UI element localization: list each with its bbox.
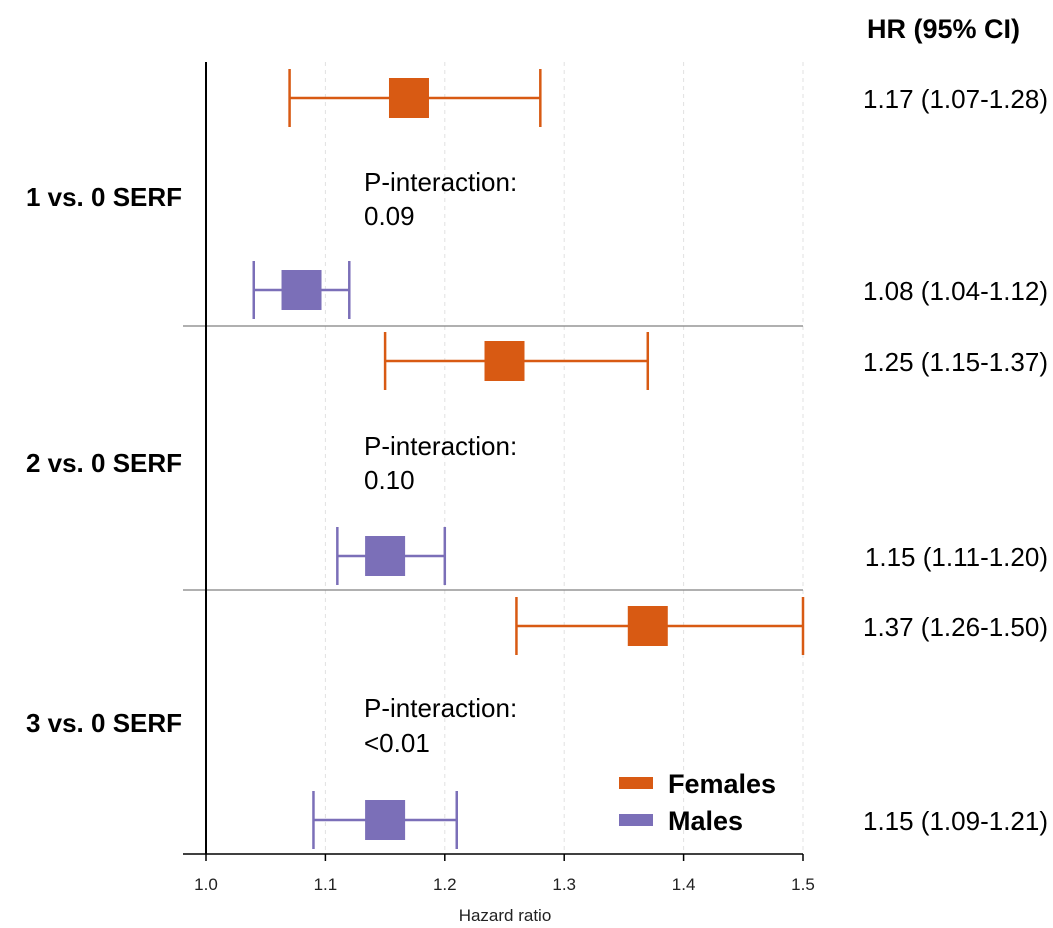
legend-swatch [619, 777, 653, 789]
point-estimate [281, 270, 322, 310]
hr-column-header: HR (95% CI) [867, 14, 1020, 44]
point-estimate [627, 606, 668, 646]
p-interaction-label: P-interaction: [364, 693, 517, 723]
legend-label: Males [668, 806, 743, 836]
point-estimate [484, 341, 525, 381]
p-interaction-value: <0.01 [364, 728, 430, 758]
x-tick-label: 1.1 [314, 875, 338, 894]
plot-marks [252, 69, 805, 849]
x-tick-label: 1.5 [791, 875, 815, 894]
x-axis: 1.0 1.1 1.2 1.3 1.4 1.5 [183, 62, 815, 894]
p-interaction-value: 0.09 [364, 201, 415, 231]
x-axis-label: Hazard ratio [459, 906, 552, 925]
hr-value-text: 1.15 (1.11-1.20) [865, 542, 1048, 572]
point-estimate [365, 536, 406, 576]
group-label: 1 vs. 0 SERF [26, 182, 182, 212]
x-tick-label: 1.4 [672, 875, 696, 894]
group-separators [183, 325, 803, 591]
legend-swatch [619, 814, 653, 826]
p-interaction-value: 0.10 [364, 465, 415, 495]
legend: Females Males [619, 769, 776, 836]
point-estimate [365, 800, 406, 840]
group-label: 2 vs. 0 SERF [26, 448, 182, 478]
hr-value-text: 1.17 (1.07-1.28) [863, 84, 1048, 114]
x-tick-label: 1.2 [433, 875, 457, 894]
x-tick-label: 1.3 [552, 875, 576, 894]
group-label: 3 vs. 0 SERF [26, 708, 182, 738]
row-labels: 1 vs. 0 SERF P-interaction: 0.09 1.17 (1.07… [26, 84, 1048, 836]
hr-value-text: 1.37 (1.26-1.50) [863, 612, 1048, 642]
point-estimate [388, 78, 429, 118]
hr-value-text: 1.25 (1.15-1.37) [863, 347, 1048, 377]
grid-layer [324, 62, 804, 854]
hr-value-text: 1.15 (1.09-1.21) [863, 806, 1048, 836]
p-interaction-label: P-interaction: [364, 167, 517, 197]
x-tick-label: 1.0 [194, 875, 218, 894]
legend-label: Females [668, 769, 776, 799]
p-interaction-label: P-interaction: [364, 431, 517, 461]
hr-value-text: 1.08 (1.04-1.12) [863, 276, 1048, 306]
